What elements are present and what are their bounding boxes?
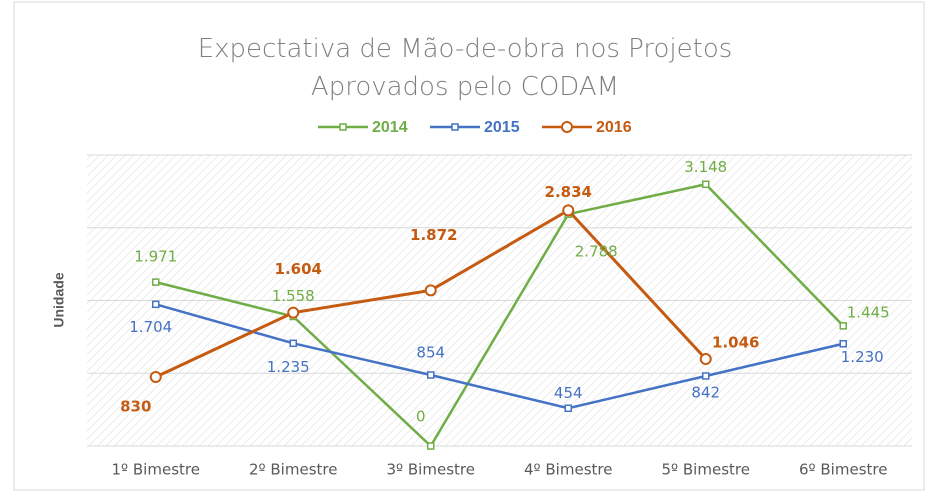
data-label: 1.445	[847, 303, 890, 321]
legend-item: 2015	[430, 119, 520, 136]
data-label: 854	[416, 343, 445, 361]
series-line	[155, 182, 845, 448]
data-label: 1.704	[129, 318, 172, 336]
data-label: 1.230	[841, 348, 884, 366]
marker	[287, 306, 300, 319]
marker	[839, 322, 847, 330]
marker	[699, 353, 712, 366]
chart-border	[13, 1, 925, 491]
marker	[339, 123, 347, 131]
marker	[289, 339, 297, 348]
data-label: 830	[120, 397, 151, 415]
x-tick-label: 5º Bimestre	[662, 461, 750, 479]
marker	[427, 442, 435, 450]
legend-label: 2016	[596, 119, 632, 136]
data-label: 1.235	[267, 358, 310, 376]
marker	[149, 370, 162, 383]
y-axis-label: Unidade	[51, 272, 67, 327]
data-label: 1.604	[275, 260, 322, 278]
marker	[564, 404, 572, 413]
marker	[702, 372, 710, 380]
data-label: 0	[416, 408, 426, 426]
x-tick-label: 3º Bimestre	[387, 461, 475, 479]
marker	[839, 339, 847, 348]
data-label: 3.148	[684, 158, 727, 176]
data-label: 1.558	[272, 287, 315, 305]
data-label: 1.971	[134, 248, 177, 266]
marker	[562, 204, 575, 217]
x-tick-label: 6º Bimestre	[799, 461, 887, 479]
data-label: 1.872	[410, 226, 457, 244]
marker	[152, 300, 160, 309]
marker	[451, 123, 459, 131]
data-label: 454	[554, 384, 583, 402]
x-tick-label: 2º Bimestre	[249, 461, 337, 479]
data-label: 2.834	[545, 183, 592, 201]
data-label: 1.046	[712, 334, 759, 352]
legend-item: 2016	[542, 119, 632, 136]
marker	[152, 278, 160, 286]
marker	[561, 121, 573, 133]
marker	[424, 284, 437, 297]
x-tick-label: 4º Bimestre	[524, 461, 612, 479]
x-tick-label: 1º Bimestre	[112, 461, 200, 479]
legend-item: 2014	[318, 119, 408, 136]
marker	[702, 180, 710, 189]
data-label: 2.788	[575, 243, 618, 261]
legend-label: 2014	[372, 119, 408, 136]
chart-title: Expectativa de Mão-de-obra nos Projetos …	[197, 34, 733, 102]
legend-label: 2015	[484, 119, 520, 136]
series-line	[155, 303, 844, 410]
marker	[427, 371, 435, 379]
data-label: 842	[691, 383, 720, 401]
